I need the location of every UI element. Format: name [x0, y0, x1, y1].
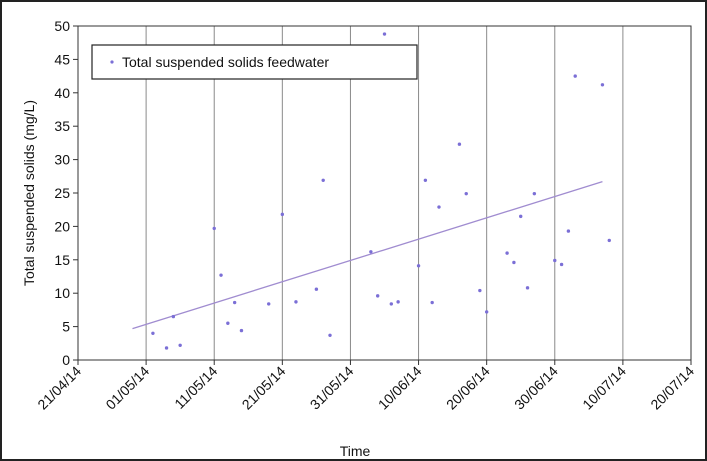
legend-marker — [110, 60, 114, 64]
data-point — [328, 333, 332, 337]
data-point — [484, 310, 489, 314]
data-point — [314, 287, 319, 291]
data-point — [512, 260, 516, 265]
x-tick-label: 21/05/14 — [239, 363, 289, 413]
legend-label: Total suspended solids feedwater — [122, 54, 329, 70]
y-tick-label: 40 — [54, 85, 70, 101]
y-tick-label: 30 — [54, 152, 70, 168]
y-tick-label: 35 — [54, 118, 70, 134]
data-point — [437, 205, 441, 209]
data-point — [505, 251, 509, 255]
x-tick-label: 01/05/14 — [102, 363, 152, 413]
data-point — [573, 74, 577, 78]
data-points — [151, 32, 611, 350]
trend-line — [132, 181, 603, 330]
data-point — [566, 229, 571, 233]
data-point — [519, 214, 523, 219]
data-point — [423, 178, 428, 183]
grid-lines — [145, 26, 624, 360]
data-point — [267, 302, 271, 306]
data-point — [416, 264, 421, 268]
data-point — [294, 300, 298, 304]
x-tick-label: 31/05/14 — [307, 363, 357, 413]
data-point — [478, 288, 482, 293]
data-point — [239, 328, 244, 333]
data-point — [171, 314, 176, 319]
data-point — [226, 321, 230, 325]
y-axis-title: Total suspended solids (mg/L) — [21, 100, 37, 286]
data-point — [219, 273, 223, 277]
data-point — [464, 191, 468, 196]
y-tick-label: 25 — [54, 185, 70, 201]
data-point — [600, 83, 605, 87]
data-point — [457, 142, 462, 146]
data-point — [532, 191, 537, 196]
x-axis-title: Time — [340, 443, 371, 459]
data-point — [178, 343, 182, 348]
x-tick-label: 20/07/14 — [647, 363, 697, 413]
data-point — [280, 212, 285, 217]
data-point — [375, 294, 380, 298]
data-point — [559, 262, 564, 267]
data-point — [607, 238, 611, 243]
y-tick-label: 15 — [54, 252, 70, 268]
data-point — [396, 300, 400, 304]
x-tick-label: 11/05/14 — [171, 363, 220, 412]
data-point — [389, 302, 394, 306]
y-tick-label: 20 — [54, 218, 70, 234]
data-point — [164, 346, 169, 350]
x-tick-label: 10/07/14 — [579, 363, 629, 413]
y-tick-label: 10 — [54, 285, 70, 301]
data-point — [553, 258, 557, 263]
legend: Total suspended solids feedwater — [91, 44, 418, 80]
y-axis: 0 5 10 15 20 25 30 35 40 45 50 — [54, 18, 78, 368]
x-tick-label: 10/06/14 — [375, 363, 425, 413]
x-tick-label: 20/06/14 — [443, 363, 493, 413]
data-point — [369, 250, 373, 254]
data-point — [430, 300, 434, 305]
data-point — [151, 331, 155, 335]
y-tick-label: 45 — [54, 51, 70, 67]
data-point — [525, 286, 530, 290]
y-tick-label: 0 — [62, 352, 70, 368]
data-point — [382, 32, 387, 36]
data-point — [212, 226, 216, 231]
legend-box — [91, 44, 418, 80]
y-tick-label: 50 — [54, 18, 70, 34]
data-point — [232, 300, 237, 305]
data-point — [321, 178, 325, 183]
x-tick-label: 21/04/14 — [34, 363, 84, 413]
x-axis: 21/04/14 01/05/14 11/05/14 21/05/14 31/05/14… — [34, 360, 697, 413]
y-tick-label: 5 — [62, 319, 70, 335]
x-tick-label: 30/06/14 — [511, 363, 561, 413]
